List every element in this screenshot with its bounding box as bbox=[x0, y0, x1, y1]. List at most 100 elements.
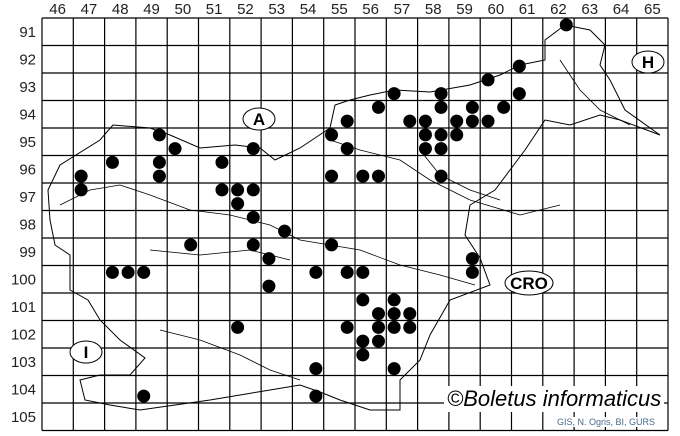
record-dot bbox=[309, 389, 323, 403]
record-dot bbox=[231, 197, 245, 211]
record-dot bbox=[356, 169, 370, 183]
record-dot bbox=[246, 238, 260, 252]
svg-text:CRO: CRO bbox=[510, 274, 548, 293]
record-dot bbox=[434, 128, 448, 142]
column-label: 65 bbox=[644, 1, 661, 18]
record-dot bbox=[497, 100, 511, 114]
record-dot bbox=[184, 238, 198, 252]
column-label: 56 bbox=[362, 1, 379, 18]
record-dot bbox=[325, 128, 339, 142]
grid-lines bbox=[41, 17, 669, 432]
record-dot bbox=[137, 389, 151, 403]
record-dot bbox=[418, 128, 432, 142]
row-label: 97 bbox=[19, 189, 36, 206]
records-layer bbox=[74, 18, 573, 403]
source-credit: GIS, N. Ogris, BI, GURS bbox=[557, 417, 656, 427]
record-dot bbox=[403, 320, 417, 334]
record-dot bbox=[356, 334, 370, 348]
record-dot bbox=[387, 362, 401, 376]
record-dot bbox=[340, 114, 354, 128]
record-dot bbox=[152, 169, 166, 183]
row-label: 102 bbox=[11, 326, 36, 343]
record-dot bbox=[137, 265, 151, 279]
record-dot bbox=[481, 114, 495, 128]
column-label: 49 bbox=[143, 1, 160, 18]
column-label: 50 bbox=[175, 1, 192, 18]
column-label: 59 bbox=[456, 1, 473, 18]
record-dot bbox=[309, 265, 323, 279]
record-dot bbox=[371, 334, 385, 348]
row-label: 92 bbox=[19, 51, 36, 68]
row-labels: 91 92 93 94 95 96 97 98 99 100 101 102 103 104 105 bbox=[11, 24, 36, 426]
record-dot bbox=[215, 155, 229, 169]
record-dot bbox=[246, 183, 260, 197]
record-dot bbox=[356, 265, 370, 279]
watermark: ©Boletus informaticus bbox=[444, 386, 665, 412]
record-dot bbox=[387, 320, 401, 334]
column-label: 61 bbox=[519, 1, 536, 18]
record-dot bbox=[371, 320, 385, 334]
row-label: 95 bbox=[19, 134, 36, 151]
record-dot bbox=[418, 142, 432, 156]
row-label: 96 bbox=[19, 161, 36, 178]
svg-text:H: H bbox=[642, 53, 654, 72]
column-label: 53 bbox=[268, 1, 285, 18]
column-label: 64 bbox=[613, 1, 630, 18]
record-dot bbox=[387, 87, 401, 101]
svg-text:I: I bbox=[84, 343, 89, 362]
record-dot bbox=[481, 73, 495, 87]
record-dot bbox=[434, 87, 448, 101]
country-label-italy: I bbox=[69, 340, 103, 364]
record-dot bbox=[465, 100, 479, 114]
record-dot bbox=[74, 183, 88, 197]
record-dot bbox=[371, 100, 385, 114]
record-dot bbox=[340, 320, 354, 334]
record-dot bbox=[105, 155, 119, 169]
row-label: 99 bbox=[19, 244, 36, 261]
column-label: 62 bbox=[550, 1, 567, 18]
record-dot bbox=[465, 114, 479, 128]
record-dot bbox=[450, 114, 464, 128]
row-label: 91 bbox=[19, 24, 36, 41]
column-label: 63 bbox=[581, 1, 598, 18]
record-dot bbox=[74, 169, 88, 183]
record-dot bbox=[246, 142, 260, 156]
record-dot bbox=[356, 348, 370, 362]
record-dot bbox=[434, 100, 448, 114]
record-dot bbox=[434, 169, 448, 183]
country-label-austria: A bbox=[242, 107, 276, 131]
record-dot bbox=[465, 252, 479, 266]
row-label: 100 bbox=[11, 271, 36, 288]
row-label: 105 bbox=[11, 409, 36, 426]
record-dot bbox=[278, 224, 292, 238]
rivers bbox=[59, 59, 631, 381]
record-dot bbox=[309, 362, 323, 376]
record-dot bbox=[371, 307, 385, 321]
column-label: 54 bbox=[300, 1, 317, 18]
record-dot bbox=[387, 307, 401, 321]
record-dot bbox=[121, 265, 135, 279]
record-dot bbox=[105, 265, 119, 279]
record-dot bbox=[403, 114, 417, 128]
record-dot bbox=[450, 128, 464, 142]
row-label: 98 bbox=[19, 216, 36, 233]
record-dot bbox=[246, 210, 260, 224]
column-label: 52 bbox=[237, 1, 254, 18]
column-label: 47 bbox=[81, 1, 98, 18]
country-label-croatia: CRO bbox=[504, 270, 554, 296]
record-dot bbox=[152, 128, 166, 142]
column-labels: 46 47 48 49 50 51 52 53 54 55 56 57 58 59 60 61 62 63 64 65 bbox=[49, 1, 660, 18]
record-dot bbox=[262, 252, 276, 266]
record-dot bbox=[325, 169, 339, 183]
country-border bbox=[47, 24, 661, 411]
record-dot bbox=[231, 320, 245, 334]
record-dot bbox=[340, 265, 354, 279]
record-dot bbox=[262, 279, 276, 293]
record-dot bbox=[465, 265, 479, 279]
record-dot bbox=[215, 183, 229, 197]
column-label: 60 bbox=[488, 1, 505, 18]
column-label: 58 bbox=[425, 1, 442, 18]
column-label: 48 bbox=[112, 1, 129, 18]
column-label: 46 bbox=[49, 1, 66, 18]
